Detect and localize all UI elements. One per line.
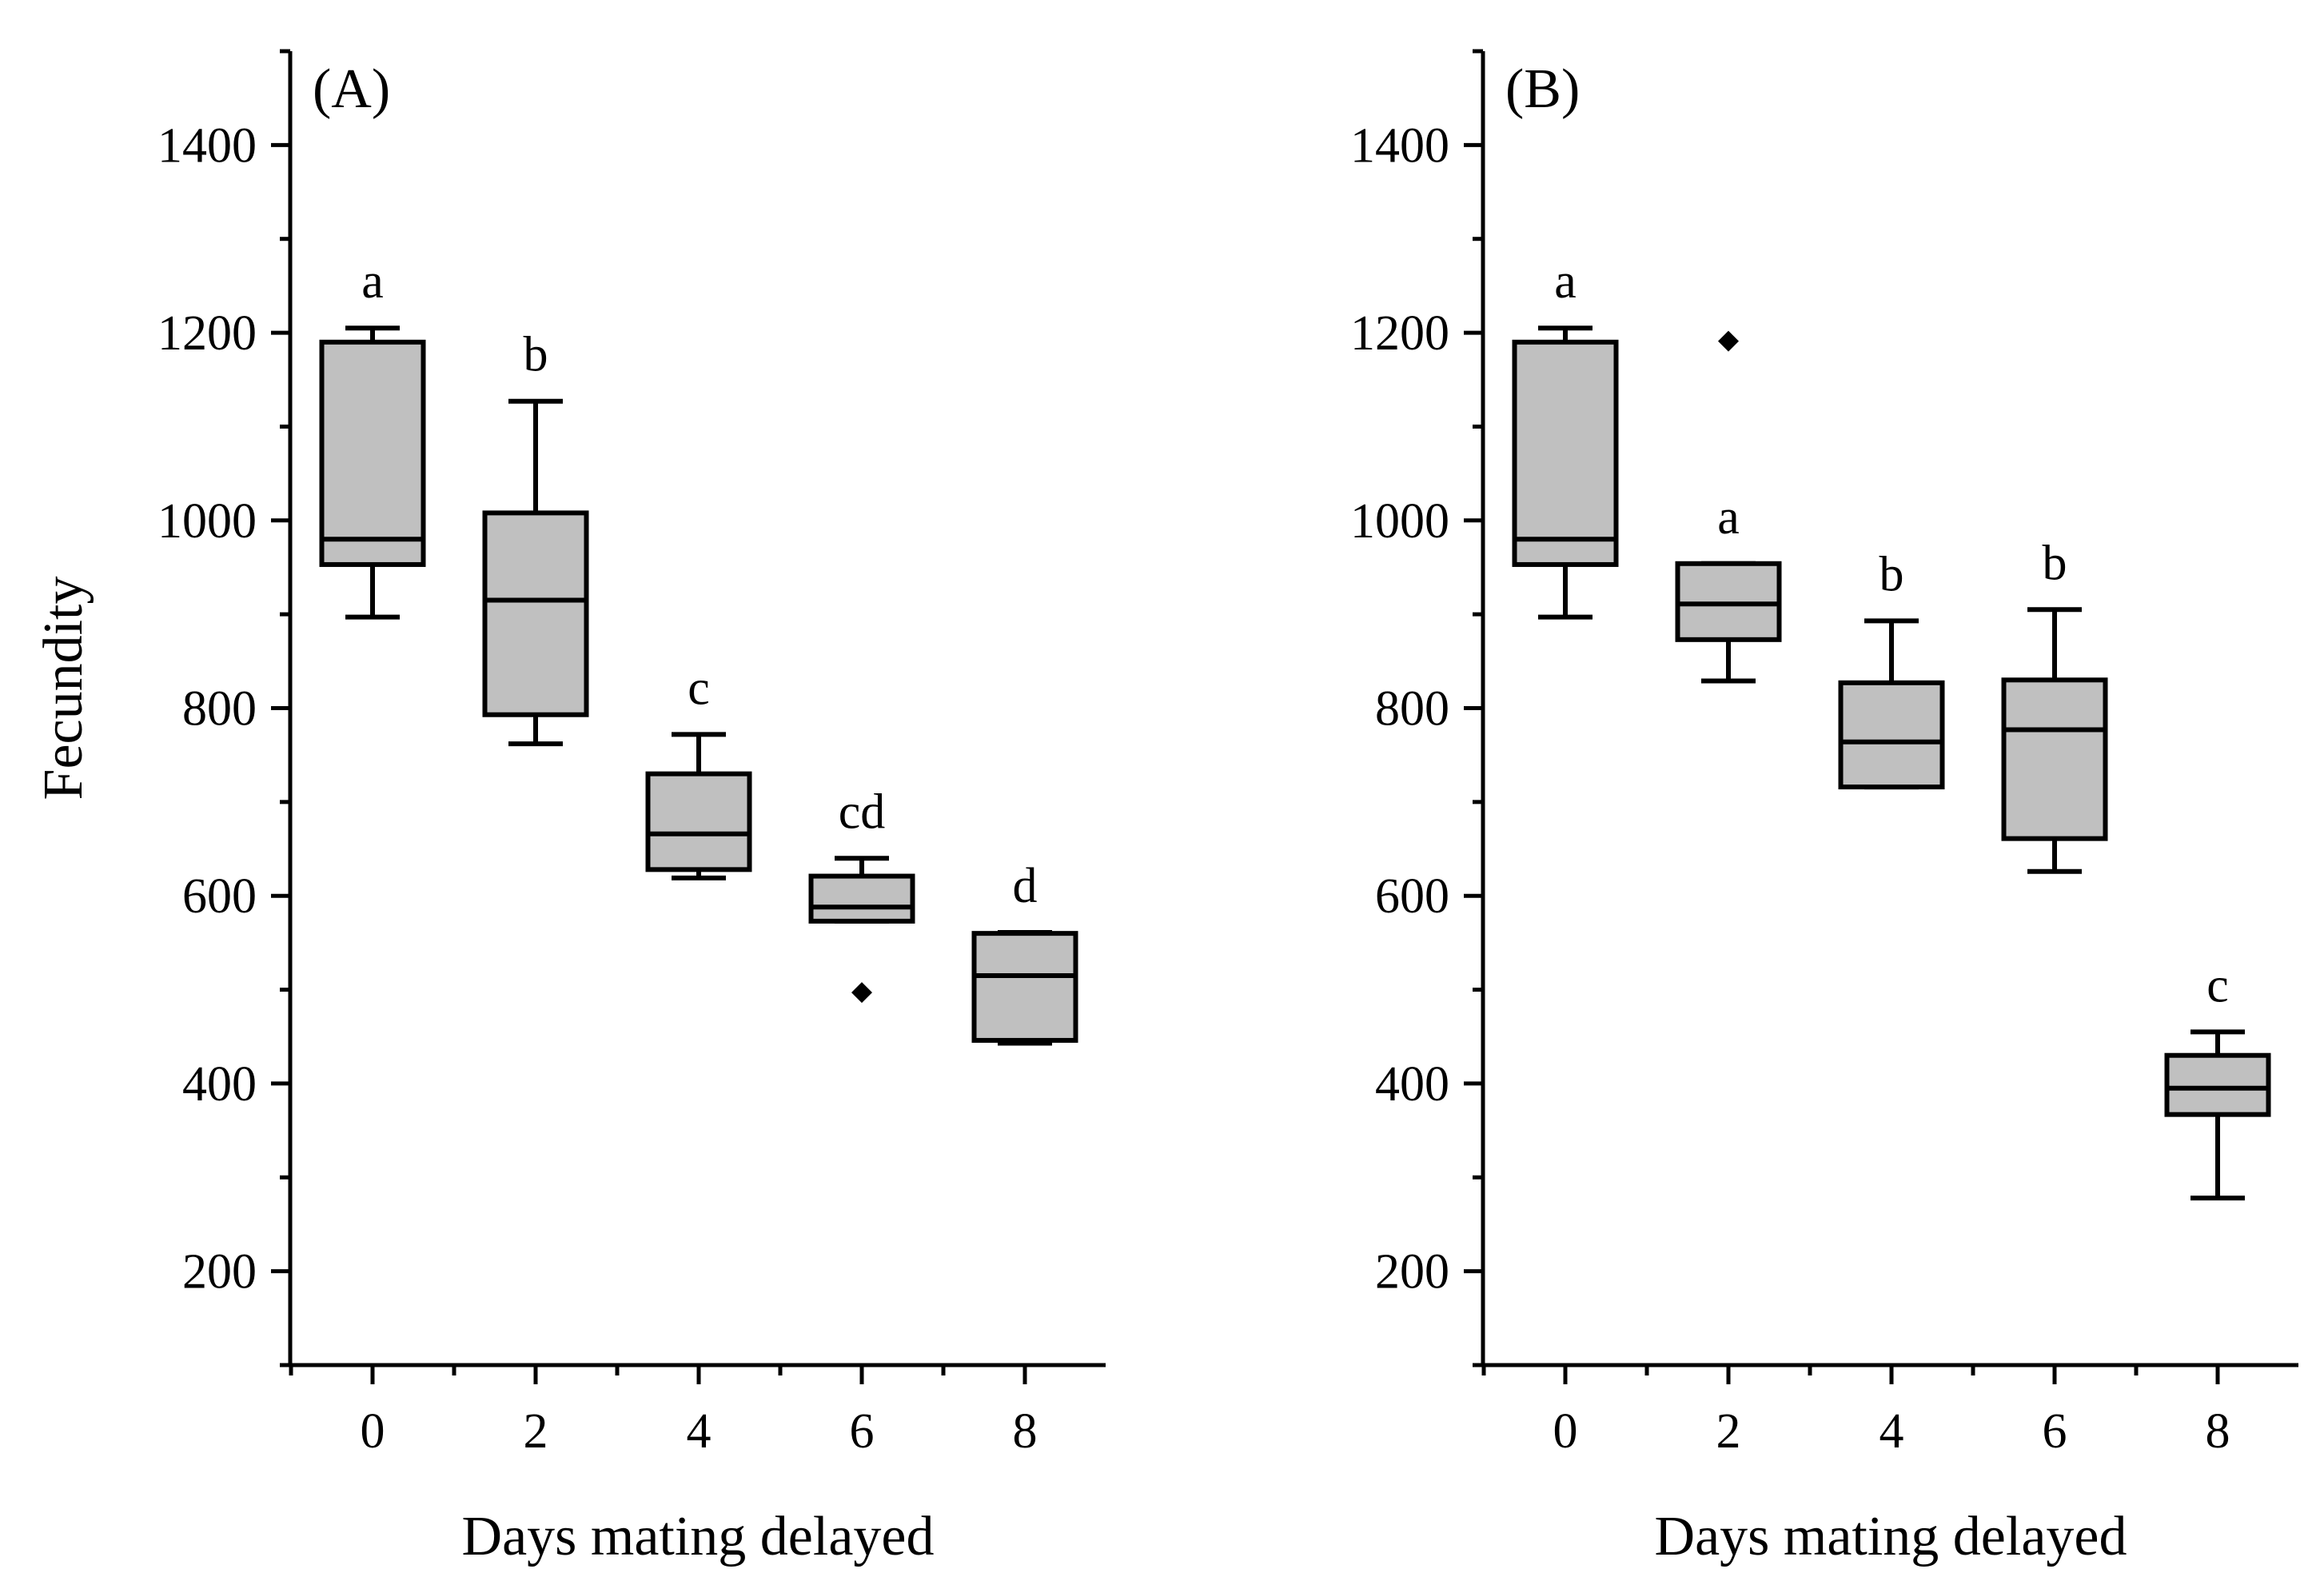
x-tick-label: 4	[1880, 1404, 1904, 1459]
y-tick-label: 1200	[157, 306, 257, 361]
x-tick-label: 2	[524, 1404, 548, 1459]
significance-letter: cd	[839, 785, 886, 839]
y-tick-label: 200	[1375, 1245, 1449, 1300]
y-tick-label: 200	[182, 1245, 257, 1300]
box-rect	[645, 771, 752, 872]
box-marks: a a b b c	[1512, 254, 2271, 1201]
box-rect	[482, 510, 589, 717]
box-rect	[1838, 680, 1945, 790]
x-tick-label: 4	[687, 1404, 712, 1459]
significance-letter: a	[361, 254, 384, 309]
y-tick-label: 800	[182, 682, 257, 737]
axes: 200 400 600 800 1000 1200 1400 0 2 4 6 8	[1350, 49, 2298, 1459]
box-marks: a b c cd d	[319, 254, 1078, 1046]
x-tick-label: 0	[1553, 1404, 1578, 1459]
y-tick-label: 600	[182, 869, 257, 924]
significance-letter: b	[524, 328, 548, 382]
y-tick-label: 400	[182, 1057, 257, 1112]
box-rect	[2164, 1052, 2271, 1117]
significance-letter: b	[2043, 536, 2067, 590]
box-rect	[2001, 677, 2108, 841]
box-rect	[319, 339, 426, 567]
y-tick-label: 1000	[1350, 494, 1449, 549]
significance-letter: b	[1880, 547, 1904, 601]
y-tick-label: 600	[1375, 869, 1449, 924]
x-tick-label: 6	[850, 1404, 875, 1459]
y-tick-label: 400	[1375, 1057, 1449, 1112]
y-tick-label: 1000	[157, 494, 257, 549]
axes: 200 400 600 800 1000 1200 1400 0 2 4 6 8	[157, 49, 1106, 1459]
y-tick-label: 1400	[1350, 118, 1449, 173]
significance-letter: c	[2206, 958, 2229, 1012]
y-axis-title: Fecundity	[33, 577, 94, 800]
y-tick-label: 1200	[1350, 306, 1449, 361]
y-tick-label: 1400	[157, 118, 257, 173]
panel-label: (B)	[1505, 58, 1580, 120]
box-rect	[1512, 339, 1619, 567]
panel-b: (B) Days mating delayed 200 400 600 800 1000…	[1350, 49, 2298, 1567]
x-tick-label: 8	[1013, 1404, 1038, 1459]
significance-letter: c	[688, 661, 710, 715]
significance-letter: a	[1717, 490, 1740, 545]
outlier-point	[851, 982, 872, 1004]
x-tick-label: 0	[361, 1404, 385, 1459]
x-axis-title: Days mating delayed	[462, 1506, 935, 1567]
significance-letter: d	[1013, 859, 1038, 913]
outlier-point	[1718, 330, 1739, 352]
x-tick-label: 6	[2043, 1404, 2067, 1459]
box-rect	[808, 873, 915, 924]
x-tick-label: 2	[1716, 1404, 1741, 1459]
significance-letter: a	[1554, 254, 1577, 309]
y-tick-label: 800	[1375, 682, 1449, 737]
x-tick-label: 8	[2206, 1404, 2230, 1459]
box-rect	[971, 931, 1078, 1043]
panel-label: (A)	[313, 58, 390, 120]
x-axis-title: Days mating delayed	[1655, 1506, 2127, 1567]
panel-a: (A) Fecundity Days mating delayed 200 400…	[33, 49, 1106, 1567]
